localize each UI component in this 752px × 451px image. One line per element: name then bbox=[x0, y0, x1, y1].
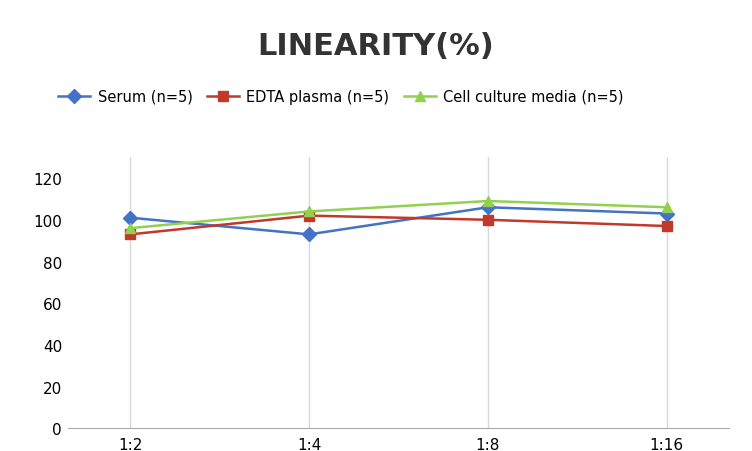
Cell culture media (n=5) bbox=[126, 226, 135, 231]
EDTA plasma (n=5) bbox=[484, 217, 493, 223]
EDTA plasma (n=5) bbox=[305, 213, 314, 219]
Text: LINEARITY(%): LINEARITY(%) bbox=[258, 32, 494, 60]
Line: EDTA plasma (n=5): EDTA plasma (n=5) bbox=[126, 211, 672, 240]
Legend: Serum (n=5), EDTA plasma (n=5), Cell culture media (n=5): Serum (n=5), EDTA plasma (n=5), Cell cul… bbox=[53, 84, 629, 110]
Serum (n=5) bbox=[484, 205, 493, 211]
EDTA plasma (n=5) bbox=[126, 232, 135, 238]
Cell culture media (n=5) bbox=[484, 199, 493, 204]
Serum (n=5) bbox=[126, 216, 135, 221]
Cell culture media (n=5) bbox=[305, 209, 314, 215]
Line: Serum (n=5): Serum (n=5) bbox=[126, 203, 672, 240]
Serum (n=5) bbox=[663, 212, 672, 217]
EDTA plasma (n=5) bbox=[663, 224, 672, 229]
Line: Cell culture media (n=5): Cell culture media (n=5) bbox=[126, 197, 672, 234]
Serum (n=5) bbox=[305, 232, 314, 238]
Cell culture media (n=5) bbox=[663, 205, 672, 211]
